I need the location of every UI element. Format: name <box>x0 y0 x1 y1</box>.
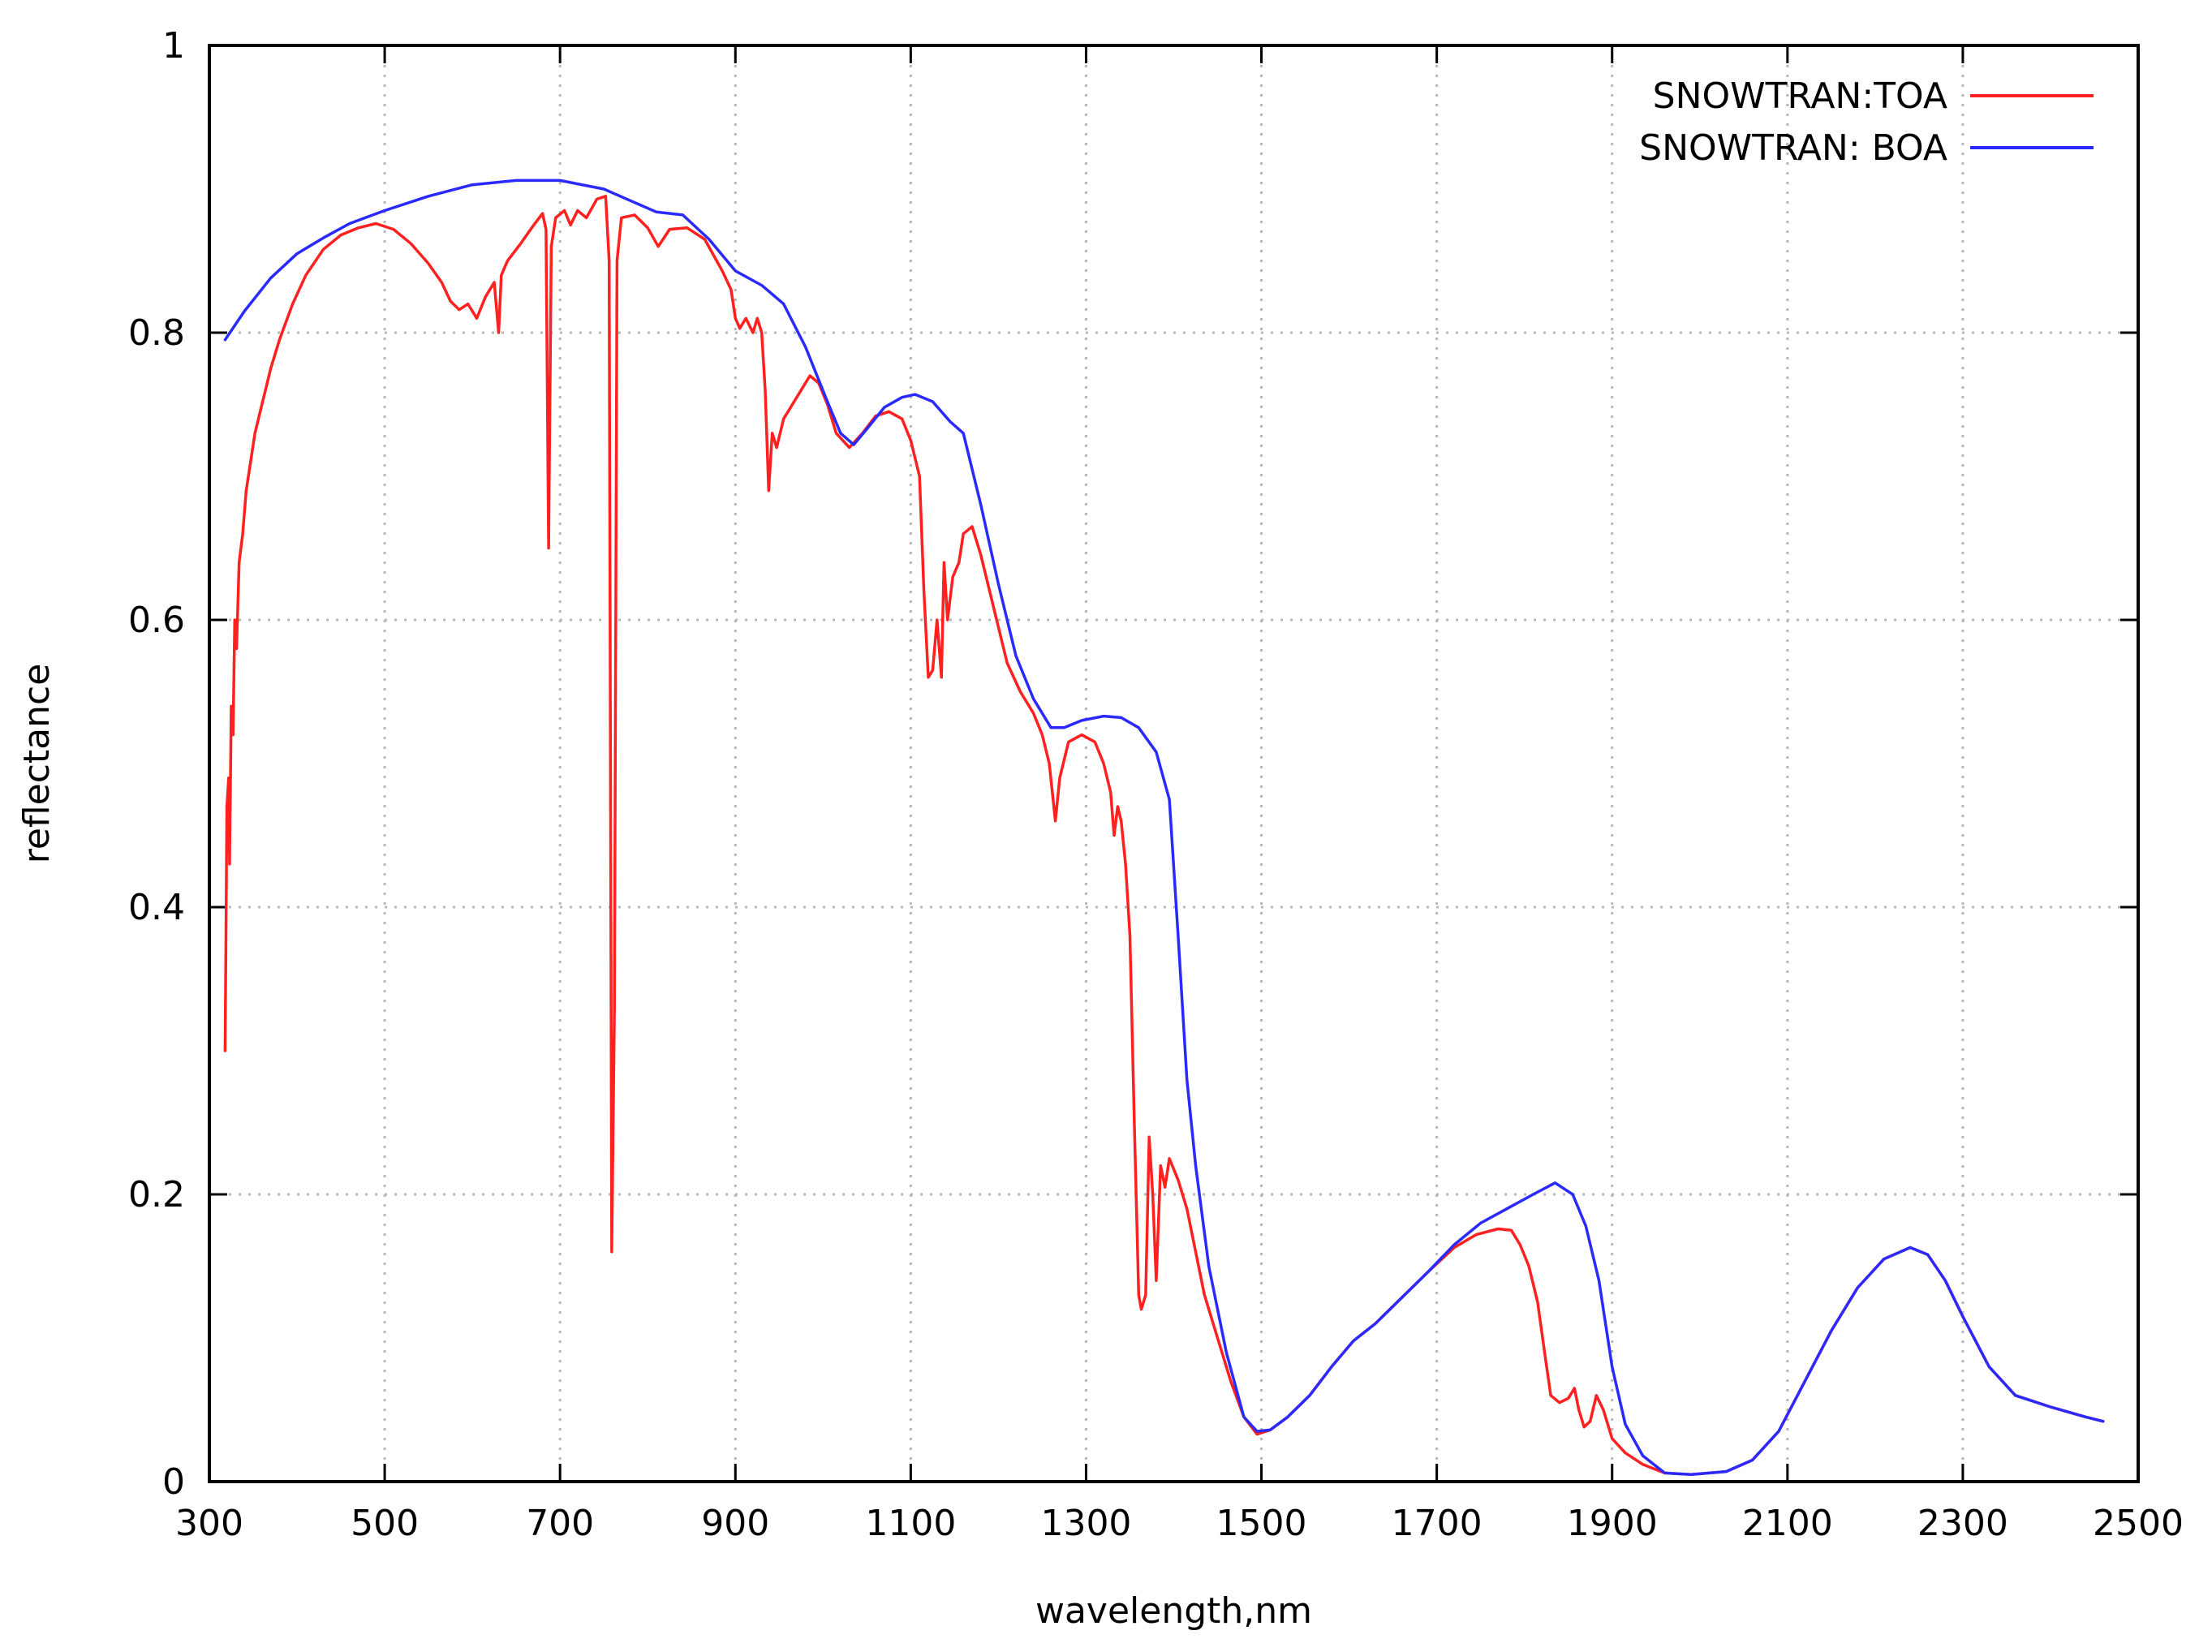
y-tick-label: 1 <box>162 25 185 67</box>
x-tick-label: 300 <box>175 1503 243 1544</box>
x-tick-label: 900 <box>701 1503 769 1544</box>
y-tick-label: 0.4 <box>128 887 185 928</box>
x-tick-label: 1700 <box>1392 1503 1483 1544</box>
x-tick-label: 1300 <box>1040 1503 1131 1544</box>
x-tick-label: 1500 <box>1216 1503 1307 1544</box>
x-tick-label: 2300 <box>1917 1503 2008 1544</box>
legend-label-toa: SNOWTRAN:TOA <box>1653 75 1947 117</box>
y-tick-label: 0 <box>162 1461 185 1503</box>
x-tick-labels: 300 500 700 900 1100 1300 1500 1700 1900 2100 2300… <box>175 1503 2184 1544</box>
y-tick-label: 0.8 <box>128 312 185 354</box>
x-tick-label: 2100 <box>1742 1503 1833 1544</box>
y-axis-title: reflectance <box>16 664 58 864</box>
y-tick-labels: 0 0.2 0.4 0.6 0.8 1 <box>128 25 185 1503</box>
y-tick-label: 0.2 <box>128 1174 185 1215</box>
x-axis-title: wavelength,nm <box>1035 1590 1312 1632</box>
y-tick-label: 0.6 <box>128 600 185 641</box>
legend-label-boa: SNOWTRAN: BOA <box>1639 127 1947 169</box>
x-tick-label: 500 <box>351 1503 419 1544</box>
x-tick-label: 1900 <box>1567 1503 1658 1544</box>
grid-lines <box>209 45 2138 1482</box>
series-line-boa <box>223 179 2105 1476</box>
plot-series <box>223 179 2105 1476</box>
x-tick-label: 700 <box>526 1503 594 1544</box>
x-tick-label: 1100 <box>865 1503 956 1544</box>
x-tick-label: 2500 <box>2093 1503 2184 1544</box>
series-line-toa <box>223 195 2105 1476</box>
legend: SNOWTRAN:TOA SNOWTRAN: BOA <box>1639 75 2094 169</box>
plot-frame <box>208 44 2140 1483</box>
